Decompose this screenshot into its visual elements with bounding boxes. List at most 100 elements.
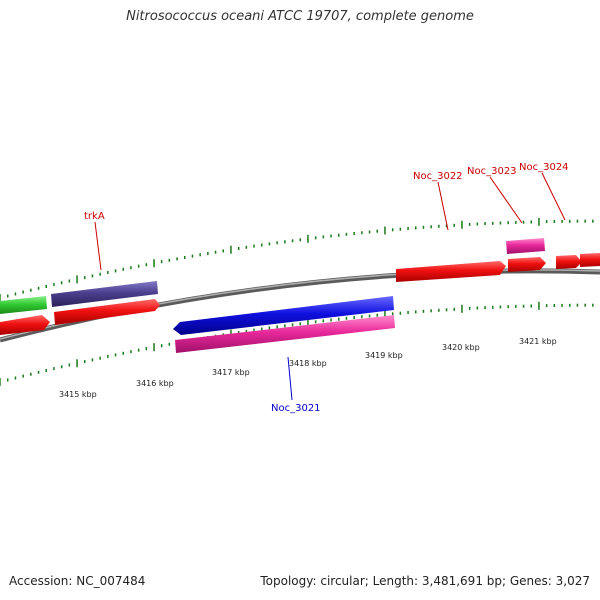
minor-tick <box>515 220 517 224</box>
minor-tick <box>430 225 432 229</box>
minor-tick <box>268 326 271 330</box>
minor-tick <box>499 305 502 309</box>
minor-tick <box>207 252 209 255</box>
minor-tick <box>499 221 502 225</box>
gene-label-Noc_3023: Noc_3023 <box>467 166 517 177</box>
gene-trkA[interactable] <box>51 281 158 307</box>
minor-tick <box>245 329 248 333</box>
minor-tick <box>299 322 301 326</box>
minor-tick <box>507 305 509 309</box>
minor-tick <box>84 276 86 280</box>
major-tick <box>230 245 232 254</box>
minor-tick <box>222 249 224 253</box>
gene-green-forward[interactable] <box>0 296 47 314</box>
minor-tick <box>168 342 171 346</box>
scale-label-3416: 3416 kbp <box>136 379 174 388</box>
minor-tick <box>245 245 248 249</box>
minor-tick <box>391 228 394 232</box>
minor-tick <box>438 308 440 312</box>
minor-tick <box>445 224 448 228</box>
major-tick <box>307 318 309 327</box>
minor-tick <box>291 323 294 327</box>
minor-tick <box>60 281 63 285</box>
minor-tick <box>338 233 340 237</box>
minor-tick <box>353 316 355 319</box>
minor-tick <box>176 257 178 261</box>
minor-tick <box>199 253 201 257</box>
minor-tick <box>507 221 509 225</box>
minor-tick <box>345 316 348 320</box>
gene-label-trkA: trkA <box>84 211 105 222</box>
minor-tick <box>407 227 409 230</box>
gene-label-Noc_3024: Noc_3024 <box>519 162 569 173</box>
major-tick <box>307 234 309 243</box>
minor-tick <box>84 360 86 364</box>
minor-tick <box>530 304 532 308</box>
minor-tick <box>130 266 132 270</box>
minor-tick <box>314 320 317 324</box>
minor-tick <box>361 231 363 235</box>
minor-tick <box>261 327 263 331</box>
major-tick <box>538 301 540 310</box>
minor-tick <box>445 308 448 312</box>
upper-scale-ticks <box>0 217 594 302</box>
gene-Noc_3024[interactable] <box>556 253 600 269</box>
minor-tick <box>515 304 517 308</box>
minor-tick <box>584 219 586 223</box>
minor-tick <box>237 247 240 250</box>
minor-tick <box>322 319 325 323</box>
minor-tick <box>276 325 278 329</box>
gene-labels: trkA Noc_3022 Noc_3023 Noc_3024 Noc_3021 <box>84 162 569 414</box>
minor-tick <box>576 219 579 223</box>
minor-tick <box>37 286 40 290</box>
label-leader-lines <box>94 172 566 401</box>
scale-label-3419: 3419 kbp <box>365 351 403 360</box>
minor-tick <box>91 358 94 362</box>
major-tick <box>153 259 155 268</box>
minor-tick <box>492 221 494 225</box>
gene-red-forward-1[interactable] <box>0 315 50 335</box>
minor-tick <box>407 311 409 314</box>
minor-tick <box>576 303 579 307</box>
minor-tick <box>99 356 101 360</box>
major-tick <box>384 226 386 235</box>
gene-label-Noc_3022: Noc_3022 <box>413 171 463 182</box>
major-tick <box>538 217 540 226</box>
minor-tick <box>160 344 163 348</box>
minor-tick <box>561 219 563 223</box>
minor-tick <box>415 226 417 230</box>
minor-tick <box>368 230 371 234</box>
minor-tick <box>7 378 9 382</box>
gene-Noc_3022[interactable] <box>396 261 506 282</box>
minor-tick <box>376 313 378 317</box>
minor-tick <box>545 220 548 224</box>
genome-summary-text: Topology: circular; Length: 3,481,691 bp… <box>260 574 590 588</box>
minor-tick <box>569 219 571 223</box>
minor-tick <box>391 312 394 316</box>
minor-tick <box>330 318 332 322</box>
minor-tick <box>114 269 117 273</box>
minor-tick <box>330 234 332 238</box>
minor-tick <box>468 222 471 226</box>
gene-Noc_3021[interactable] <box>173 296 394 335</box>
minor-tick <box>107 271 109 274</box>
gene-pink-forward[interactable] <box>506 238 545 254</box>
minor-tick <box>191 254 194 258</box>
gene-red-forward-2[interactable] <box>54 299 160 325</box>
minor-tick <box>468 306 471 310</box>
minor-tick <box>145 263 148 267</box>
gene-pink-reverse[interactable] <box>175 315 395 353</box>
scale-label-3421: 3421 kbp <box>519 337 557 346</box>
scale-label-3420: 3420 kbp <box>442 343 480 352</box>
major-tick <box>76 275 78 284</box>
minor-tick <box>30 288 32 292</box>
accession-text: Accession: NC_007484 <box>9 574 146 588</box>
minor-tick <box>553 220 556 223</box>
minor-tick <box>99 272 101 276</box>
gene-Noc_3023[interactable] <box>508 257 546 272</box>
minor-tick <box>37 370 40 374</box>
scale-labels: 3415 kbp 3416 kbp 3417 kbp 3418 kbp 3419… <box>59 337 557 399</box>
minor-tick <box>122 267 124 271</box>
minor-tick <box>45 285 47 288</box>
